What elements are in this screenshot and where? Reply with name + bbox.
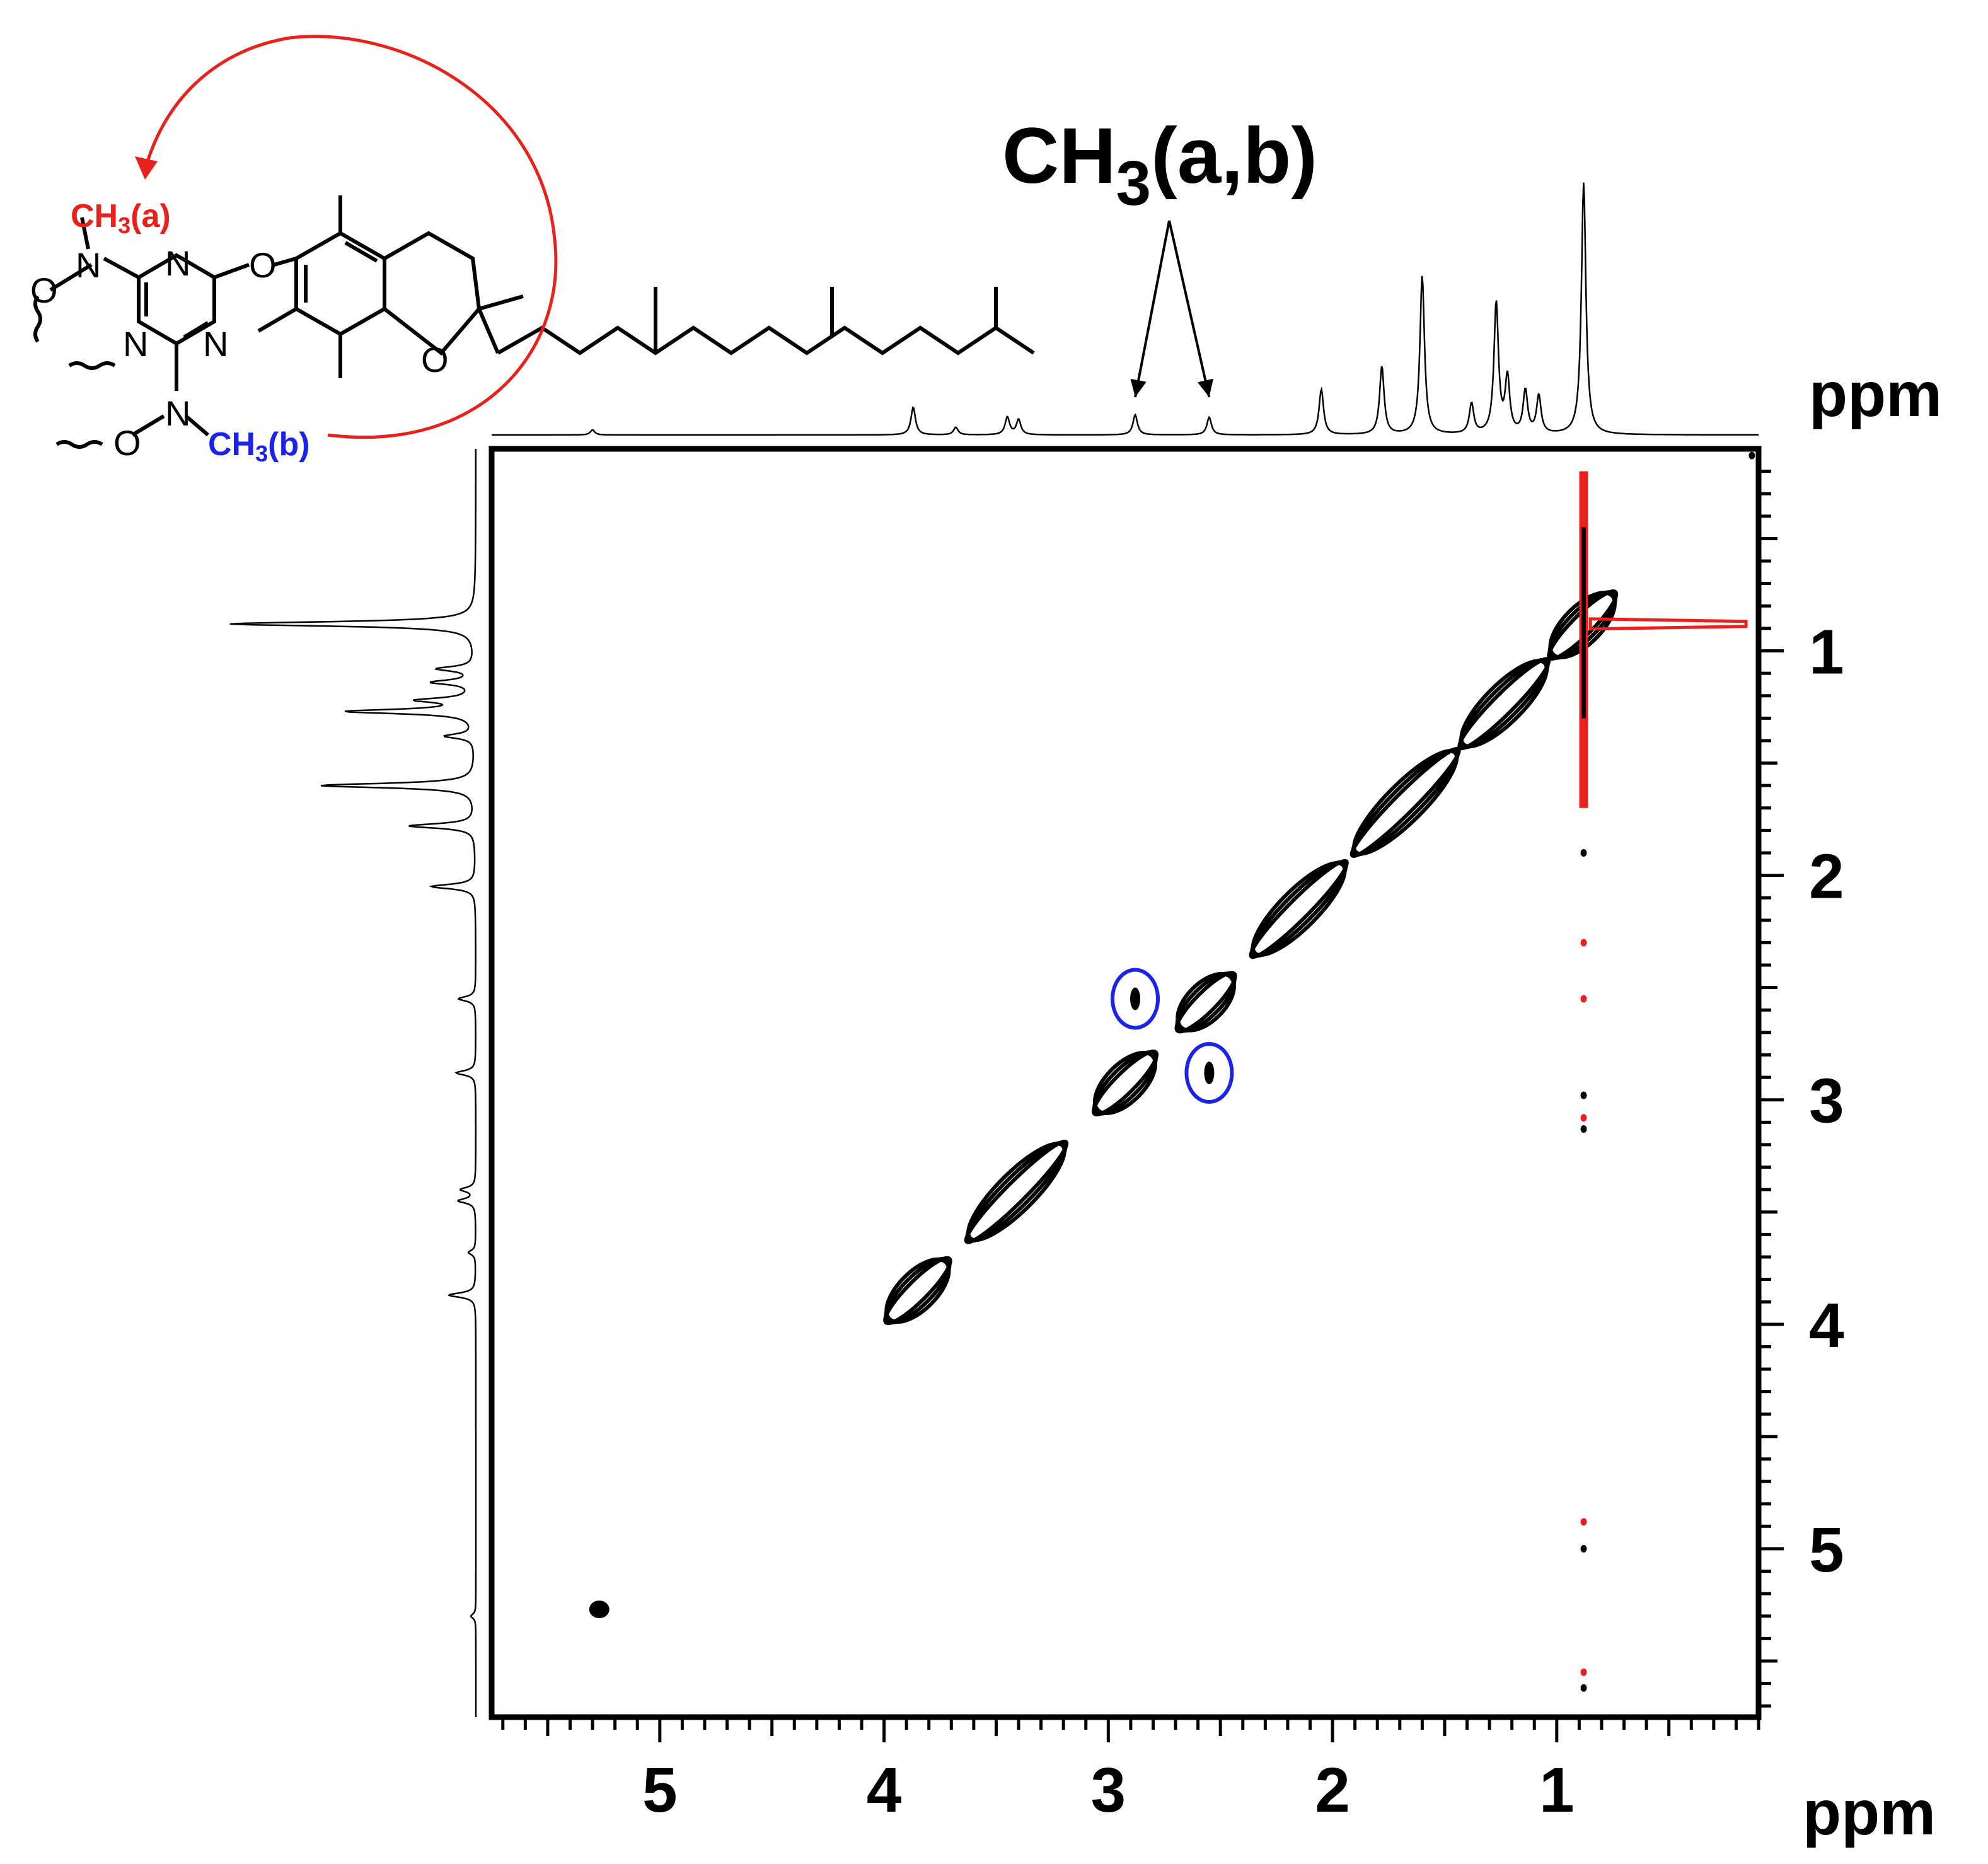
isolated-peak bbox=[1580, 1518, 1587, 1526]
diagonal-contour bbox=[883, 1256, 952, 1326]
isolated-peak bbox=[589, 1601, 610, 1619]
diagonal-contour bbox=[1251, 861, 1347, 957]
y-tick-label: 1 bbox=[1809, 617, 1844, 687]
diagonal-contour bbox=[1176, 971, 1236, 1033]
atom-n: N bbox=[165, 243, 190, 283]
wavy-bond bbox=[55, 440, 103, 449]
cross-peak-circle bbox=[1184, 1041, 1234, 1104]
diagonal-contour bbox=[884, 1256, 952, 1324]
cross-peak-circle bbox=[1111, 968, 1160, 1030]
diagonal-contour bbox=[884, 1257, 951, 1324]
isolated-peak bbox=[1580, 1091, 1587, 1099]
top-projection-spectrum bbox=[492, 182, 1759, 436]
ch3-ab-annotation: CH3(a,b) bbox=[1002, 112, 1317, 219]
triazine-ring bbox=[137, 253, 216, 346]
diagonal-contour bbox=[1547, 590, 1617, 660]
contour-plot bbox=[589, 451, 1755, 1692]
diagonal-contour bbox=[965, 1140, 1068, 1243]
top-axis-unit: ppm bbox=[1809, 359, 1942, 430]
diagonal-contour bbox=[1250, 860, 1348, 958]
cross-peak bbox=[1204, 1061, 1215, 1084]
molecule-structure bbox=[33, 195, 1035, 449]
isolated-peak bbox=[1580, 848, 1587, 857]
x-tick-label: 3 bbox=[1091, 1755, 1126, 1826]
annotation-arrow-line bbox=[1134, 220, 1170, 398]
isolated-peak bbox=[1580, 1114, 1587, 1122]
x-tick-label: 1 bbox=[1539, 1755, 1575, 1826]
diagonal-contour bbox=[1249, 859, 1349, 959]
x-axis: 5 4 3 2 1 bbox=[501, 1717, 1760, 1826]
isolated-peak bbox=[1580, 1544, 1587, 1553]
ch3-a-label: CH3(a) bbox=[71, 198, 171, 238]
plot-frame bbox=[488, 446, 1762, 1720]
arrow-head-icon bbox=[1130, 378, 1147, 397]
y-tick-label: 5 bbox=[1809, 1515, 1844, 1585]
atom-n: N bbox=[203, 324, 228, 364]
diagonal-contour bbox=[1459, 657, 1550, 750]
diagonal-contour bbox=[1349, 746, 1461, 858]
molecule-atom-labels: N N N N N O O O O bbox=[30, 243, 449, 463]
arrow-head-icon bbox=[135, 156, 158, 180]
atom-o: O bbox=[113, 423, 141, 463]
annotation-arrows bbox=[1130, 220, 1213, 398]
isolated-peak bbox=[1580, 1668, 1587, 1676]
diagonal-contour bbox=[1548, 591, 1617, 659]
x-tick-label: 5 bbox=[642, 1755, 678, 1826]
diagonal-contour bbox=[1547, 589, 1619, 661]
y-tick-label: 3 bbox=[1809, 1066, 1844, 1137]
ch3-b-label: CH3(b) bbox=[208, 426, 310, 466]
y-axis: 1 2 3 4 5 bbox=[1759, 470, 1844, 1708]
chroman-ring bbox=[383, 231, 482, 356]
x-axis-unit: ppm bbox=[1803, 1778, 1936, 1848]
x-tick-label: 2 bbox=[1315, 1755, 1350, 1826]
diagonal-contour bbox=[1457, 657, 1551, 751]
wavy-bond bbox=[68, 361, 116, 370]
diagonal-contour bbox=[1174, 971, 1237, 1034]
atom-o: O bbox=[249, 245, 277, 285]
diagonal-contour bbox=[1351, 748, 1460, 857]
phytyl-chain bbox=[497, 325, 1035, 356]
diagonal-contour bbox=[966, 1142, 1066, 1242]
left-projection-spectrum bbox=[229, 449, 477, 1717]
x-tick-label: 4 bbox=[867, 1755, 902, 1826]
arrow-head-icon bbox=[1197, 378, 1213, 397]
cross-peak bbox=[1130, 987, 1141, 1010]
isolated-peak bbox=[1748, 451, 1755, 460]
atom-o: O bbox=[421, 340, 449, 379]
isolated-peak bbox=[1580, 1684, 1587, 1692]
y-tick-label: 4 bbox=[1809, 1290, 1844, 1361]
y-tick-label: 2 bbox=[1809, 842, 1844, 912]
diagonal-contour bbox=[964, 1139, 1069, 1244]
diagonal-contour bbox=[1175, 971, 1237, 1033]
red-methyl-streak bbox=[1588, 617, 1748, 631]
isolated-peak bbox=[1580, 1125, 1587, 1133]
diagonal-contour bbox=[1091, 1049, 1159, 1117]
annotation-arrow-line bbox=[1168, 220, 1211, 398]
aromatic-ring bbox=[294, 231, 386, 337]
atom-o: O bbox=[30, 270, 58, 310]
diagonal-contour bbox=[1092, 1050, 1158, 1116]
diagonal-contour bbox=[1352, 749, 1459, 856]
atom-n: N bbox=[76, 245, 101, 285]
atom-n: N bbox=[123, 324, 148, 364]
noe-curved-arrow bbox=[143, 35, 558, 439]
diagonal-contour bbox=[1092, 1050, 1158, 1116]
isolated-peak bbox=[1580, 939, 1587, 947]
isolated-peak bbox=[1580, 995, 1587, 1003]
highlighted-cross-peaks bbox=[1111, 968, 1234, 1104]
atom-n: N bbox=[165, 393, 190, 433]
diagonal-contour bbox=[1459, 659, 1549, 749]
wavy-bond bbox=[33, 295, 42, 343]
